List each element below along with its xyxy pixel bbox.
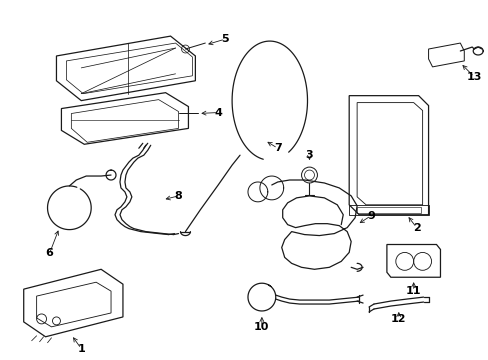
Text: 3: 3 bbox=[305, 150, 313, 160]
Text: 7: 7 bbox=[273, 143, 281, 153]
Text: 12: 12 bbox=[390, 314, 406, 324]
Text: 9: 9 bbox=[366, 211, 374, 221]
Text: 10: 10 bbox=[254, 322, 269, 332]
Text: 4: 4 bbox=[214, 108, 222, 117]
Text: 8: 8 bbox=[174, 191, 182, 201]
Text: 5: 5 bbox=[221, 34, 228, 44]
Text: 11: 11 bbox=[405, 286, 421, 296]
Text: 6: 6 bbox=[45, 248, 53, 258]
Text: 1: 1 bbox=[77, 344, 85, 354]
Text: 2: 2 bbox=[412, 222, 420, 233]
Text: 13: 13 bbox=[466, 72, 481, 82]
